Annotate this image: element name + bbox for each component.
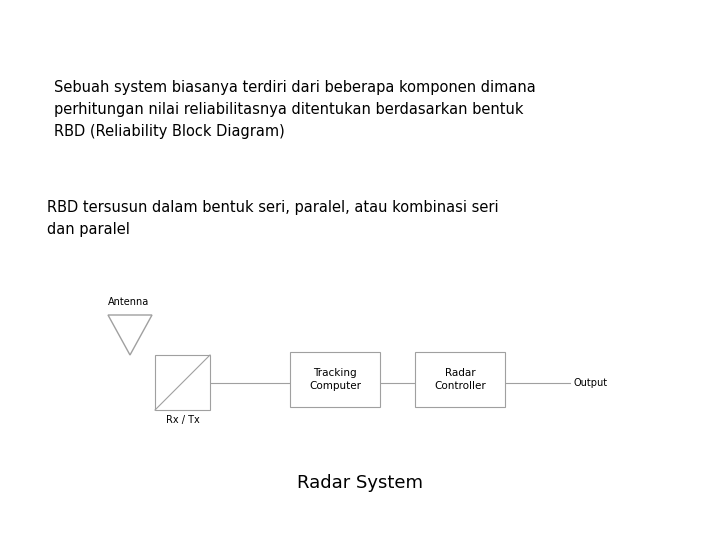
Polygon shape [108, 315, 152, 355]
Bar [155, 355, 210, 410]
Text: Output: Output [573, 377, 607, 388]
Bar [415, 352, 505, 407]
Text: Rx / Tx: Rx / Tx [166, 415, 199, 425]
Text: RBD tersusun dalam bentuk seri, paralel, atau kombinasi seri
dan paralel: RBD tersusun dalam bentuk seri, paralel,… [47, 200, 499, 237]
Text: Sebuah system biasanya terdiri dari beberapa komponen dimana
perhitungan nilai r: Sebuah system biasanya terdiri dari bebe… [54, 80, 536, 139]
Text: Radar System: Radar System [297, 474, 423, 492]
Text: Tracking
Computer: Tracking Computer [309, 368, 361, 391]
Text: Radar
Controller: Radar Controller [434, 368, 486, 391]
Bar [290, 352, 380, 407]
Text: Antenna: Antenna [108, 297, 149, 307]
